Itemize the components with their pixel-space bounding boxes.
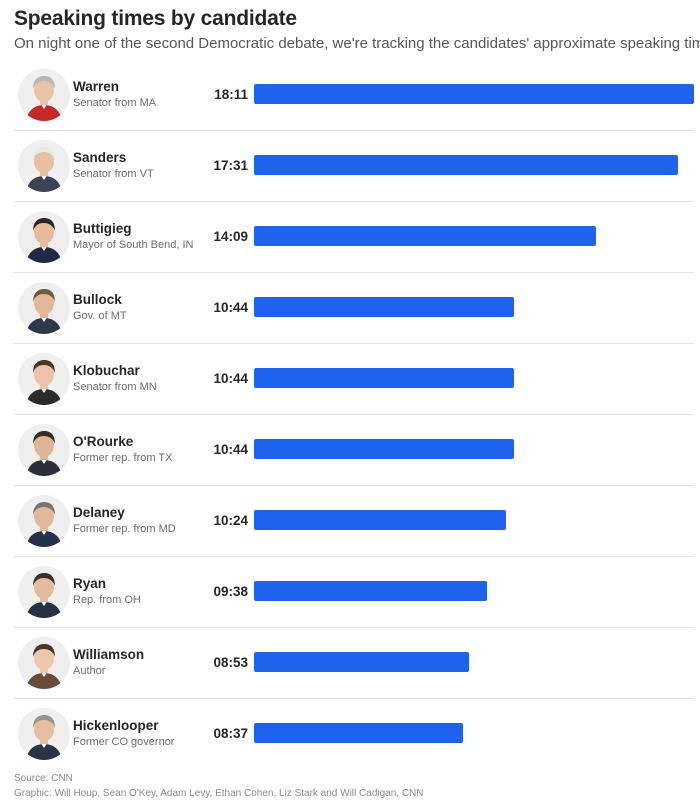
speaking-time-label: 17:31 — [213, 158, 248, 173]
candidate-name: Ryan — [73, 576, 107, 591]
candidate-name: Delaney — [73, 505, 125, 520]
candidate-row: Hickenlooper Former CO governor 08:37 — [14, 699, 694, 769]
chart-subtitle: On night one of the second Democratic de… — [14, 35, 700, 52]
candidate-portrait — [18, 140, 70, 192]
candidate-portrait — [18, 282, 70, 334]
candidate-portrait — [18, 353, 70, 405]
speaking-time-label: 09:38 — [213, 584, 248, 599]
speaking-time-bar — [254, 368, 514, 388]
candidate-role: Gov. of MT — [73, 310, 127, 322]
candidate-role: Senator from MN — [73, 381, 157, 393]
speaking-time-bar — [254, 581, 487, 601]
candidate-name: Warren — [73, 79, 120, 94]
speaking-time-bar — [254, 652, 469, 672]
candidate-portrait — [18, 566, 70, 618]
candidate-row: Ryan Rep. from OH 09:38 — [14, 557, 694, 628]
candidate-row: Williamson Author 08:53 — [14, 628, 694, 699]
speaking-time-label: 18:11 — [214, 87, 248, 102]
candidate-role: Senator from VT — [73, 168, 154, 180]
candidate-row: Klobuchar Senator from MN 10:44 — [14, 344, 694, 415]
candidate-name: Buttigieg — [73, 221, 132, 236]
candidate-row: Bullock Gov. of MT 10:44 — [14, 273, 694, 344]
candidate-role: Former rep. from TX — [73, 452, 173, 464]
speaking-time-bar — [254, 439, 514, 459]
speaking-time-label: 10:44 — [213, 371, 248, 386]
candidate-row: Delaney Former rep. from MD 10:24 — [14, 486, 694, 557]
candidate-list: Warren Senator from MA 18:11 Sanders Senator… — [14, 60, 694, 769]
candidate-portrait — [18, 424, 70, 476]
speaking-time-bar — [254, 155, 678, 175]
candidate-portrait — [18, 637, 70, 689]
candidate-role: Senator from MA — [73, 97, 157, 109]
candidate-portrait — [18, 495, 70, 547]
speaking-time-label: 10:44 — [213, 442, 248, 457]
speaking-time-bar — [254, 297, 514, 317]
speaking-time-bar — [254, 226, 596, 246]
candidate-row: O'Rourke Former rep. from TX 10:44 — [14, 415, 694, 486]
speaking-time-bar — [254, 84, 694, 104]
speaking-time-label: 08:53 — [213, 655, 248, 670]
candidate-name: Sanders — [73, 150, 127, 165]
candidate-role: Rep. from OH — [73, 594, 141, 606]
speaking-time-label: 14:09 — [213, 229, 248, 244]
candidate-role: Former rep. from MD — [73, 523, 176, 535]
candidate-role: Author — [73, 665, 106, 677]
candidate-portrait — [18, 211, 70, 263]
candidate-role: Mayor of South Bend, IN — [73, 239, 194, 251]
candidate-name: Williamson — [73, 647, 145, 662]
credits-note: Graphic: Will Houp, Sean O'Key, Adam Lev… — [14, 788, 424, 799]
candidate-role: Former CO governor — [73, 736, 175, 748]
candidate-name: Klobuchar — [73, 363, 140, 378]
source-note: Source: CNN — [14, 773, 73, 784]
speaking-time-bar — [254, 510, 506, 530]
candidate-row: Warren Senator from MA 18:11 — [14, 60, 694, 131]
speaking-time-label: 10:24 — [213, 513, 248, 528]
speaking-time-label: 08:37 — [213, 726, 248, 741]
candidate-name: O'Rourke — [73, 434, 134, 449]
candidate-name: Hickenlooper — [73, 718, 159, 733]
candidate-name: Bullock — [73, 292, 122, 307]
speaking-time-label: 10:44 — [213, 300, 248, 315]
chart-title: Speaking times by candidate — [14, 7, 297, 30]
candidate-portrait — [18, 69, 70, 121]
candidate-row: Sanders Senator from VT 17:31 — [14, 131, 694, 202]
candidate-portrait — [18, 708, 70, 760]
candidate-row: Buttigieg Mayor of South Bend, IN 14:09 — [14, 202, 694, 273]
speaking-time-bar — [254, 723, 463, 743]
